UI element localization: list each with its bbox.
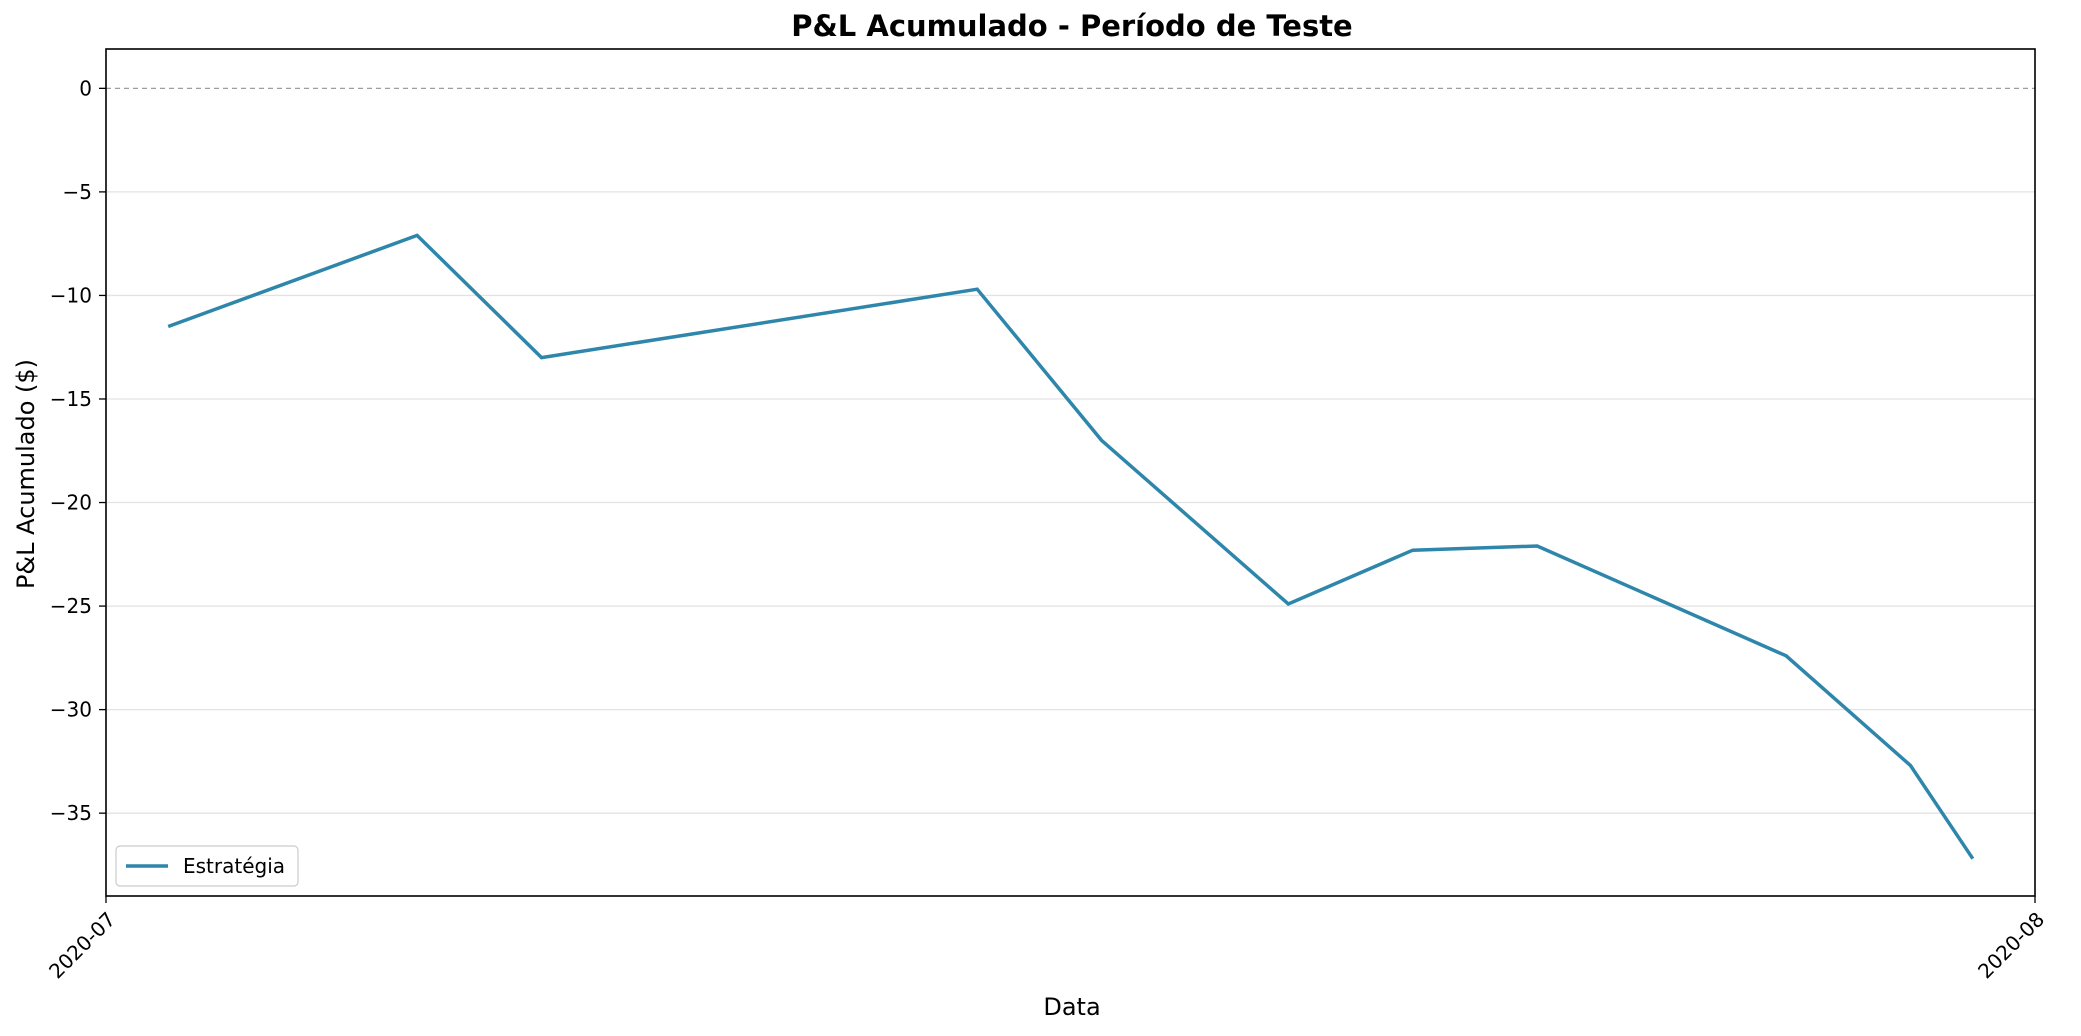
x-tick-label: 2020-07: [44, 907, 120, 983]
legend-label: Estratégia: [183, 854, 285, 878]
y-tick-label: 0: [79, 76, 92, 100]
legend: Estratégia: [115, 845, 299, 887]
series-line-estrategia: [167, 233, 1975, 860]
x-axis: 2020-07 2020-08: [44, 896, 2049, 983]
x-axis-label: Data: [1043, 993, 1100, 1021]
y-tick-label: −15: [50, 387, 92, 411]
grid-lines: [106, 191, 2035, 814]
chart-title: P&L Acumulado - Período de Teste: [791, 9, 1352, 43]
y-tick-label: −30: [50, 698, 92, 722]
plot-area: [105, 48, 2036, 897]
y-tick-label: −10: [50, 283, 92, 307]
y-tick-label: −5: [63, 180, 92, 204]
x-tick-label: 2020-08: [1973, 907, 2049, 983]
y-axis-label: P&L Acumulado ($): [12, 359, 40, 589]
series-layer: [167, 233, 1975, 860]
legend-box: [115, 845, 299, 887]
y-tick-label: −25: [50, 594, 92, 618]
y-tick-label: −35: [50, 801, 92, 825]
y-axis: 0 −5 −10 −15 −20 −25 −30 −35: [50, 76, 106, 825]
y-tick-label: −20: [50, 491, 92, 515]
